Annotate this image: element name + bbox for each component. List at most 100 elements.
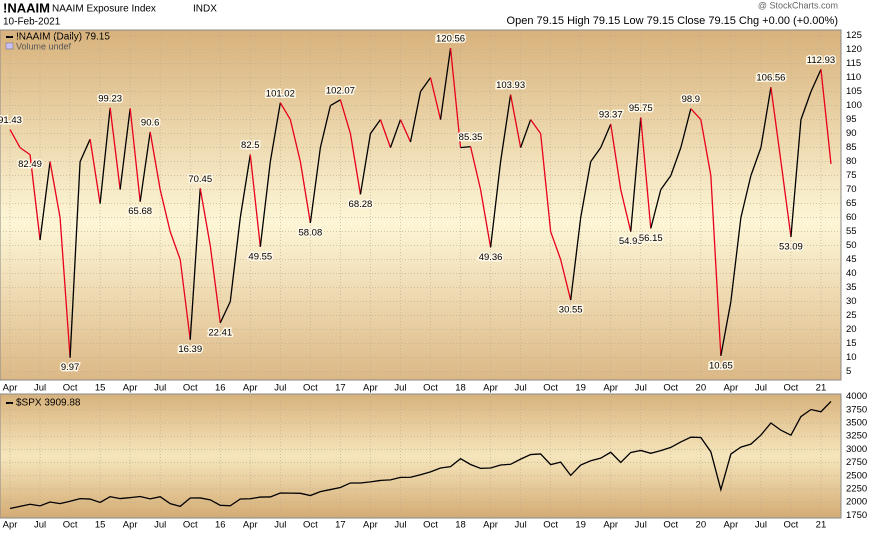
line-segment	[439, 47, 452, 120]
data-label: 93.37	[599, 110, 623, 121]
data-label: 82.5	[241, 140, 260, 151]
x-tick-label: Oct	[423, 520, 438, 531]
line-segment	[460, 145, 471, 149]
line-segment	[299, 161, 312, 224]
y-tick-label: 70	[846, 184, 857, 195]
x-tick-label: Oct	[63, 383, 78, 394]
line-segment	[800, 91, 812, 120]
y-tick-label: 45	[846, 254, 857, 265]
x-tick-label: Jul	[34, 520, 46, 531]
x-tick-label: 15	[95, 520, 106, 531]
line-segment	[9, 129, 21, 148]
x-tick-label: Apr	[603, 520, 618, 531]
data-label: 65.68	[128, 206, 152, 217]
x-tick-label: 18	[455, 383, 466, 394]
x-tick-label: Jul	[154, 520, 166, 531]
line-segment	[39, 161, 51, 241]
quote: Open 79.15 High 79.15 Low 79.15 Close 79…	[507, 15, 838, 27]
y-tick-label: 110	[846, 72, 861, 83]
x-tick-label: Apr	[123, 383, 138, 394]
x-tick-label: 21	[816, 520, 827, 531]
line-segment	[720, 301, 732, 356]
x-tick-label: 19	[575, 383, 586, 394]
x-tick-label: Oct	[303, 520, 318, 531]
line-segment	[690, 108, 702, 121]
data-label: 85.35	[459, 132, 483, 143]
y-tick-label: 120	[846, 44, 862, 55]
line-segment	[399, 119, 412, 143]
x-tick-label: Jul	[394, 520, 406, 531]
data-label: 91.43	[0, 115, 22, 126]
line-segment	[750, 147, 762, 176]
x-tick-label: Jul	[394, 383, 406, 394]
data-label: 10.65	[709, 360, 733, 371]
line-segment	[159, 189, 171, 232]
data-label: 99.23	[98, 93, 122, 104]
x-tick-label: Jul	[274, 383, 286, 394]
line-segment	[680, 108, 692, 148]
y-tick-label: 80	[846, 156, 857, 167]
y-tick-label: 20	[846, 324, 857, 335]
y-tick-label: 125	[846, 30, 862, 41]
line-segment	[389, 119, 402, 148]
line-segment	[219, 301, 231, 324]
price-line	[9, 400, 832, 510]
line-segment	[379, 119, 392, 148]
line-segment	[630, 117, 642, 232]
x-tick-label: Jul	[34, 383, 46, 394]
y-tick-label: 2250	[846, 483, 867, 494]
x-tick-label: Oct	[784, 520, 799, 531]
line-segment	[620, 189, 632, 232]
y-tick-label: 65	[846, 198, 857, 209]
data-label: 95.75	[629, 103, 653, 114]
x-tick-label: Apr	[3, 520, 18, 531]
x-tick-label: 21	[816, 383, 827, 394]
y-tick-label: 95	[846, 114, 857, 125]
y-tick-label: 1750	[846, 510, 867, 521]
y-tick-label: 30	[846, 296, 857, 307]
line-segment	[710, 175, 722, 356]
data-label: 82.49	[18, 159, 42, 170]
line-segment	[760, 87, 772, 148]
line-segment	[640, 117, 652, 229]
lower-panel	[0, 393, 842, 519]
x-tick-label: Oct	[423, 383, 438, 394]
data-label: 54.99	[619, 236, 643, 247]
y-tick-label: 40	[846, 268, 857, 279]
line-segment	[99, 107, 111, 204]
data-label: 70.45	[188, 174, 212, 185]
y-tick-label: 75	[846, 170, 857, 181]
data-label: 56.15	[639, 233, 663, 244]
y-tick-label: 15	[846, 338, 857, 349]
x-tick-label: 16	[215, 520, 226, 531]
line-segment	[670, 147, 682, 176]
x-tick-label: Oct	[784, 383, 799, 394]
data-label: 49.55	[248, 251, 272, 262]
y-tick-label: 5	[846, 366, 851, 377]
data-label: 49.36	[479, 252, 503, 263]
y-tick-label: 3250	[846, 431, 867, 442]
data-label: 106.56	[756, 73, 785, 84]
line-segment	[539, 133, 552, 232]
x-tick-label: Oct	[183, 520, 198, 531]
line-segment	[69, 161, 81, 358]
line-segment	[820, 69, 832, 165]
line-segment	[79, 138, 91, 162]
line-segment	[19, 147, 31, 156]
x-tick-label: Oct	[543, 520, 558, 531]
line-segment	[479, 189, 492, 248]
x-tick-label: 17	[335, 520, 346, 531]
x-tick-label: Oct	[303, 383, 318, 394]
x-tick-label: 20	[696, 520, 707, 531]
line-segment	[249, 154, 261, 247]
y-tick-label: 35	[846, 282, 857, 293]
line-segment	[179, 259, 191, 340]
x-tick-label: Jul	[755, 520, 767, 531]
line-segment	[600, 123, 612, 148]
x-tick-label: Apr	[363, 520, 378, 531]
data-label: 102.07	[326, 85, 355, 96]
line-segment	[740, 175, 752, 218]
line-segment	[229, 217, 241, 302]
y-tick-label: 2000	[846, 497, 867, 508]
x-tick-label: 20	[696, 383, 707, 394]
